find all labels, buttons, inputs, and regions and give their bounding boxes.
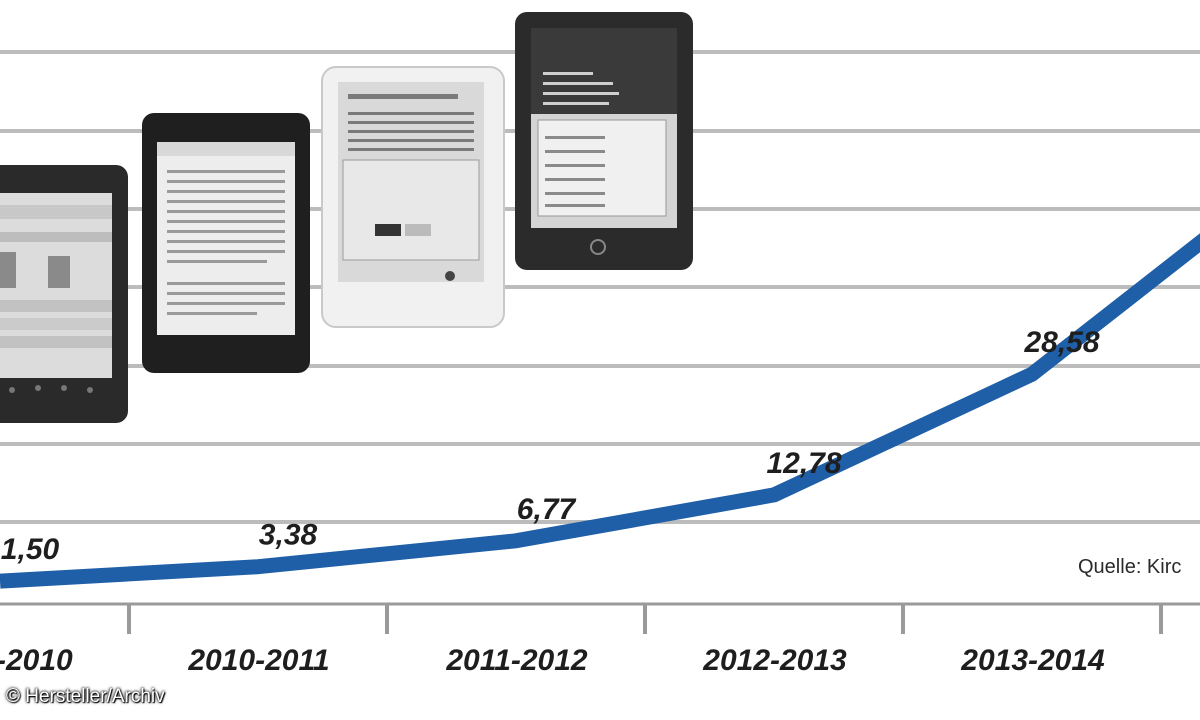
- image-credit: © Hersteller/Archiv: [6, 686, 165, 707]
- data-label-2: 6,77: [517, 493, 577, 526]
- ereader-kindle-image: [142, 113, 310, 373]
- category-label-4: 2013-2014: [960, 644, 1105, 677]
- ereader-sony-image: [0, 165, 128, 423]
- series-line: [0, 233, 1200, 589]
- category-labels: 2009-2010 2010-2011 2011-2012 2012-2013 2013…: [0, 644, 1105, 677]
- x-axis: [0, 602, 1200, 634]
- data-label-1: 3,38: [259, 519, 318, 552]
- series-path: [0, 233, 1200, 589]
- category-label-2: 2011-2012: [445, 644, 588, 677]
- ereader-bookeen-image: [515, 12, 693, 270]
- ereader-kobo-image: [321, 66, 505, 328]
- data-label-0: 1,50: [1, 533, 60, 566]
- category-label-0: 2009-2010: [0, 644, 73, 677]
- category-label-3: 2012-2013: [702, 644, 847, 677]
- ereader-illustrations: [0, 12, 693, 423]
- data-label-4: 28,58: [1023, 326, 1099, 359]
- category-label-1: 2010-2011: [187, 644, 329, 677]
- source-note: Quelle: Kirc: [1078, 556, 1182, 578]
- data-label-3: 12,78: [766, 447, 841, 480]
- data-labels: 1,50 3,38 6,77 12,78 28,58: [1, 326, 1100, 566]
